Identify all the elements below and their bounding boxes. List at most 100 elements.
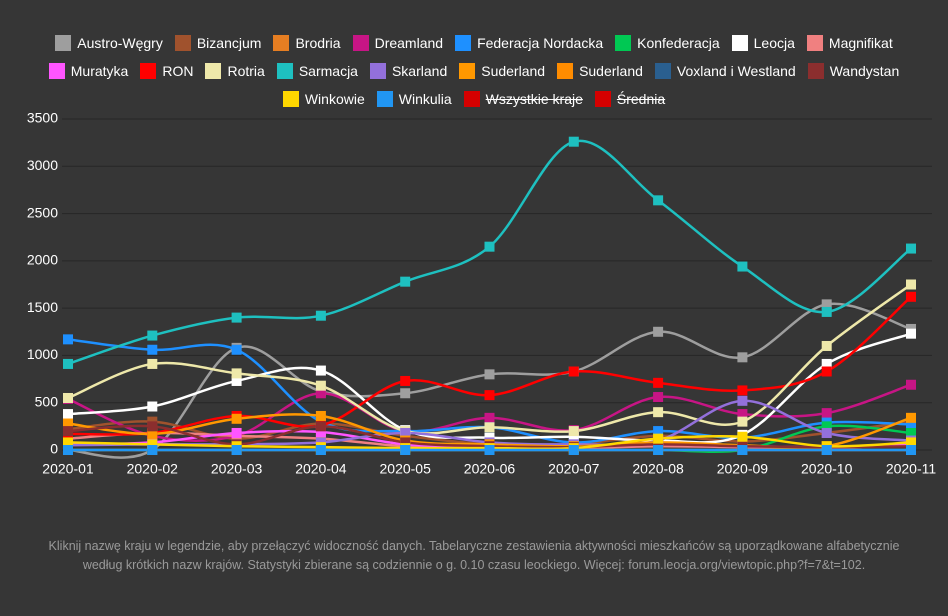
legend-item[interactable]: Średnia <box>594 89 665 109</box>
point-marker <box>484 241 495 252</box>
x-tick-label: 2020-03 <box>211 461 263 477</box>
legend-item[interactable]: Federacja Nordacka <box>455 33 603 53</box>
legend-swatch <box>557 63 574 79</box>
legend-item[interactable]: Wandystan <box>807 61 900 81</box>
point-marker <box>231 445 242 455</box>
legend-item[interactable]: Leocja <box>731 33 795 53</box>
point-marker <box>484 422 495 433</box>
point-marker <box>315 410 326 421</box>
x-tick-label: 2020-06 <box>464 461 516 477</box>
legend-label: Magnifikat <box>828 35 893 51</box>
point-marker <box>63 418 73 429</box>
point-marker <box>147 428 158 439</box>
legend-label: Rotria <box>227 63 265 79</box>
legend-item[interactable]: Winkulia <box>376 89 452 109</box>
legend-item[interactable]: Winkowie <box>282 89 365 109</box>
legend-item[interactable]: Voxland i Westland <box>654 61 796 81</box>
point-marker <box>147 439 158 450</box>
x-tick-label: 2020-01 <box>42 461 94 477</box>
point-marker <box>315 388 326 399</box>
legend-item[interactable]: Skarland <box>369 61 448 81</box>
legend-item[interactable]: Suderland <box>557 61 643 81</box>
legend-label: Leocja <box>753 35 795 51</box>
point-marker <box>63 426 73 437</box>
legend-label: Austro-Węgry <box>77 35 163 51</box>
point-marker <box>484 445 495 455</box>
legend-swatch <box>352 35 369 51</box>
x-tick-label: 2020-02 <box>127 461 179 477</box>
point-marker <box>63 409 73 420</box>
legend-item[interactable]: Bizancjum <box>174 33 261 53</box>
y-tick-label: 1000 <box>27 346 58 362</box>
legend-swatch <box>276 63 293 79</box>
legend-swatch <box>273 35 290 51</box>
point-marker <box>63 358 73 369</box>
point-marker <box>653 195 664 206</box>
point-marker <box>568 431 579 442</box>
point-marker <box>147 421 158 432</box>
point-marker <box>400 276 411 287</box>
legend-item[interactable]: Austro-Węgry <box>55 33 163 53</box>
point-marker <box>737 352 748 363</box>
legend-item[interactable]: Suderland <box>459 61 545 81</box>
legend-item[interactable]: Brodria <box>273 33 341 53</box>
legend-swatch <box>376 91 393 107</box>
point-marker <box>147 344 158 355</box>
point-marker <box>315 380 326 391</box>
y-tick-label: 3000 <box>27 157 58 173</box>
legend-item[interactable]: Wszystkie kraje <box>463 89 583 109</box>
point-marker <box>737 445 748 455</box>
point-marker <box>737 385 748 396</box>
legend-label: Wandystan <box>829 63 900 79</box>
point-marker <box>906 328 916 339</box>
point-marker <box>821 366 832 377</box>
point-marker <box>231 344 242 355</box>
legend-swatch <box>806 35 823 51</box>
y-tick-label: 3500 <box>27 110 58 126</box>
legend-label: Brodria <box>295 35 341 51</box>
legend-label: Dreamland <box>374 35 444 51</box>
point-marker <box>821 445 832 455</box>
point-marker <box>231 312 242 323</box>
point-marker <box>737 395 748 406</box>
legend-item[interactable]: Rotria <box>205 61 265 81</box>
legend-item[interactable]: Sarmacja <box>276 61 358 81</box>
point-marker <box>63 334 73 345</box>
point-marker <box>653 407 664 418</box>
point-marker <box>821 340 832 351</box>
point-marker <box>231 427 242 438</box>
point-marker <box>906 379 916 390</box>
point-marker <box>484 369 495 380</box>
legend-swatch <box>463 91 480 107</box>
point-marker <box>231 375 242 386</box>
legend-item[interactable]: Konfederacja <box>615 33 720 53</box>
point-marker <box>568 136 579 147</box>
point-marker <box>315 365 326 376</box>
legend-label: Voxland i Westland <box>676 63 796 79</box>
legend-item[interactable]: RON <box>140 61 193 81</box>
point-marker <box>737 261 748 272</box>
legend-label: Suderland <box>579 63 643 79</box>
point-marker <box>821 306 832 317</box>
point-marker <box>315 445 326 455</box>
point-marker <box>315 427 326 438</box>
point-marker <box>63 392 73 403</box>
legend-label: Skarland <box>391 63 448 79</box>
legend-label: Suderland <box>481 63 546 79</box>
legend-swatch <box>369 63 386 79</box>
x-tick-label: 2020-08 <box>632 461 684 477</box>
point-marker <box>653 439 664 450</box>
legend-item[interactable]: Muratyka <box>48 61 128 81</box>
legend-label: Federacja Nordacka <box>477 35 604 51</box>
point-marker <box>653 392 664 403</box>
x-tick-label: 2020-07 <box>548 461 600 477</box>
legend-item[interactable]: Dreamland <box>352 33 444 53</box>
legend-item[interactable]: Magnifikat <box>806 33 893 53</box>
point-marker <box>147 330 158 341</box>
point-marker <box>821 299 832 310</box>
legend-swatch <box>205 63 222 79</box>
point-marker <box>231 413 242 424</box>
legend-swatch <box>731 35 748 51</box>
point-marker <box>568 366 579 377</box>
legend-swatch <box>459 63 476 79</box>
